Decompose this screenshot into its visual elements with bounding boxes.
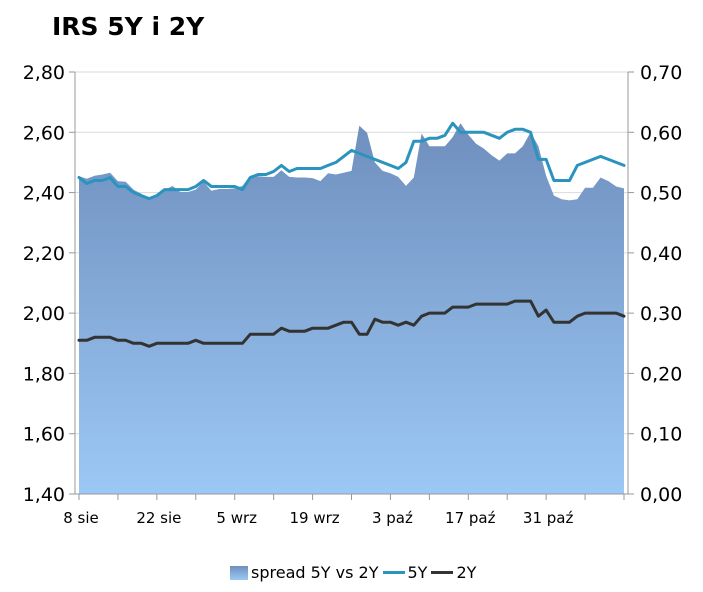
left-tick-label-2: 1,80 — [23, 363, 65, 385]
legend-swatch-2y — [431, 571, 454, 574]
tick-labels: 1,40 0,00 1,60 0,10 1,80 0,20 2,00 0,30 2,20 0,40… — [23, 62, 683, 527]
x-tick-label-5: 17 paź — [445, 509, 496, 527]
legend-label-2y: 2Y — [456, 563, 477, 582]
x-tick-label-6: 31 paź — [523, 509, 574, 527]
right-tick-label-3: 0,30 — [640, 303, 682, 325]
legend-swatch-spread — [230, 565, 248, 580]
legend-label-spread: spread 5Y vs 2Y — [251, 563, 379, 582]
axes — [69, 71, 634, 500]
series-spread-area — [79, 123, 624, 494]
legend-item-5y: 5Y — [382, 563, 428, 582]
x-tick-label-1: 22 sie — [136, 509, 181, 527]
lines-layer — [77, 121, 626, 348]
left-tick-label-0: 1,40 — [23, 484, 65, 506]
right-tick-label-7: 0,70 — [640, 62, 682, 84]
x-tick-label-0: 8 sie — [63, 509, 99, 527]
legend: spread 5Y vs 2Y 5Y 2Y — [230, 563, 480, 582]
left-tick-label-3: 2,00 — [23, 303, 65, 325]
left-tick-label-1: 1,60 — [23, 424, 65, 446]
left-tick-label-6: 2,60 — [23, 122, 65, 144]
right-tick-label-6: 0,60 — [640, 122, 682, 144]
series-5y-line — [77, 121, 626, 201]
right-tick-label-0: 0,00 — [640, 484, 682, 506]
right-tick-label-2: 0,20 — [640, 363, 682, 385]
x-tick-label-4: 3 paź — [372, 509, 413, 527]
x-tick-label-3: 19 wrz — [289, 509, 339, 527]
chart-title: IRS 5Y i 2Y — [52, 12, 205, 41]
series-2y-line — [77, 299, 626, 348]
legend-item-spread: spread 5Y vs 2Y — [230, 563, 379, 582]
legend-item-2y: 2Y — [431, 563, 476, 582]
x-tick-label-2: 5 wrz — [216, 509, 257, 527]
legend-swatch-5y — [382, 571, 405, 574]
right-tick-label-5: 0,50 — [640, 183, 682, 205]
right-tick-label-4: 0,40 — [640, 243, 682, 265]
left-tick-label-4: 2,20 — [23, 243, 65, 265]
spread-area-layer — [79, 123, 624, 494]
left-tick-label-5: 2,40 — [23, 183, 65, 205]
right-tick-label-1: 0,10 — [640, 424, 682, 446]
left-tick-label-7: 2,80 — [23, 62, 65, 84]
legend-label-5y: 5Y — [407, 563, 428, 582]
